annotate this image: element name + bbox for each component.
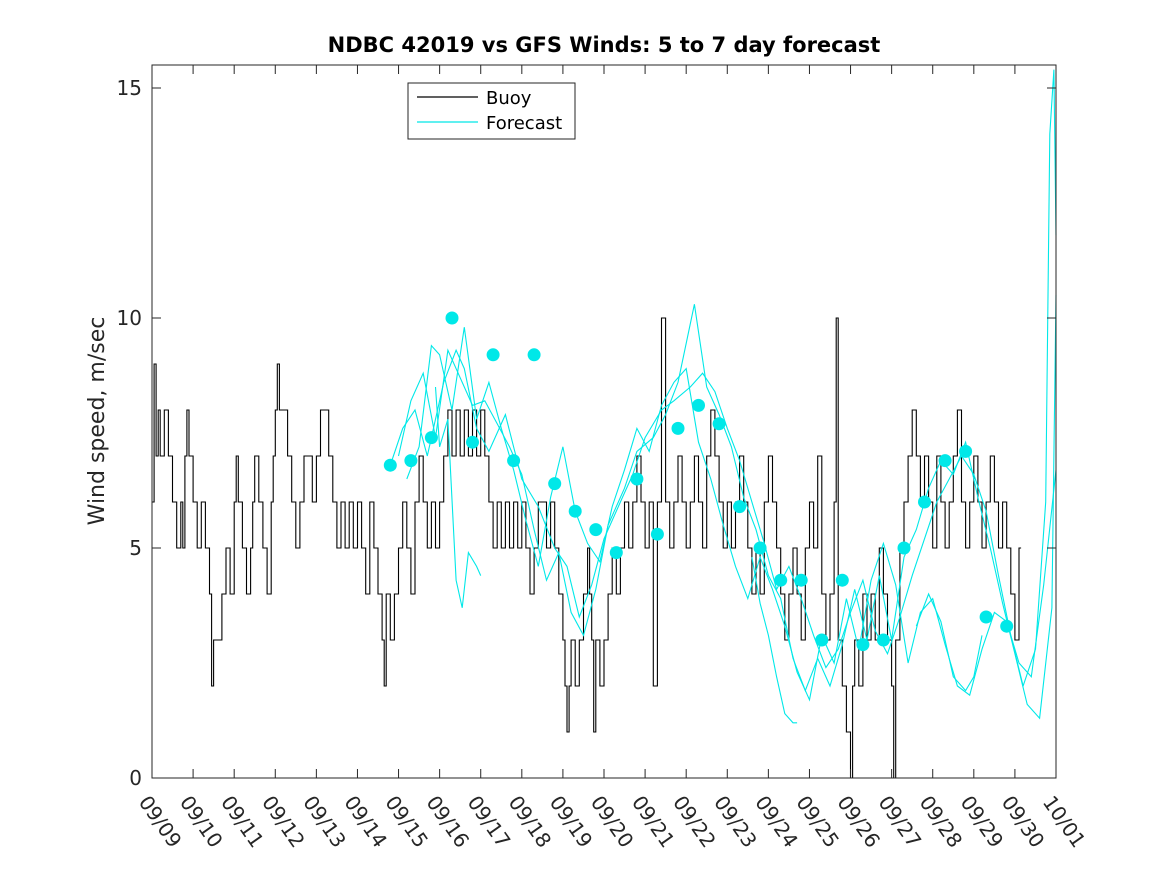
forecast-marker-point: [383, 458, 397, 472]
forecast-marker-point: [733, 500, 747, 514]
forecast-marker-point: [650, 527, 664, 541]
y-tick-label: 10: [117, 306, 142, 330]
forecast-marker-point: [815, 633, 829, 647]
forecast-marker-point: [959, 444, 973, 458]
forecast-marker-point: [876, 633, 890, 647]
y-tick-label: 5: [129, 536, 142, 560]
legend-forecast-label: Forecast: [486, 113, 562, 134]
forecast-series-line-2: [397, 294, 1057, 720]
forecast-marker-point: [404, 454, 418, 468]
legend: Buoy Forecast: [407, 82, 576, 140]
forecast-marker-point: [527, 348, 541, 362]
forecast-marker-point: [424, 431, 438, 445]
buoy-series-line: [152, 317, 1022, 779]
forecast-marker-point: [753, 541, 767, 555]
forecast-marker-point: [897, 541, 911, 555]
forecast-marker-point: [1000, 619, 1014, 633]
forecast-marker-point: [507, 454, 521, 468]
forecast-marker-point: [835, 573, 849, 587]
forecast-marker-point: [774, 573, 788, 587]
y-tick-label: 0: [129, 766, 142, 790]
forecast-marker-point: [589, 523, 603, 537]
forecast-marker-point: [466, 435, 479, 449]
forecast-marker-point: [630, 472, 644, 486]
forecast-marker-point: [671, 421, 685, 435]
forecast-marker-point: [794, 573, 808, 587]
forecast-series-line-4: [434, 386, 482, 608]
forecast-marker-point: [712, 417, 726, 431]
forecast-marker-point: [445, 311, 459, 325]
y-axis-label: Wind speed, m/sec: [85, 317, 110, 526]
forecast-marker-point: [609, 546, 623, 560]
forecast-marker-point: [486, 348, 500, 362]
forecast-series-line-5: [751, 557, 798, 724]
legend-buoy-label: Buoy: [486, 88, 532, 109]
forecast-marker-point: [856, 638, 870, 652]
forecast-marker-point: [548, 477, 562, 491]
y-tick-label: 15: [117, 76, 142, 100]
data-layer: [152, 69, 1057, 779]
forecast-marker-point: [692, 398, 705, 412]
forecast-marker-point: [918, 495, 931, 509]
forecast-marker-point: [979, 610, 993, 624]
chart-title: NDBC 42019 vs GFS Winds: 5 to 7 day fore…: [328, 33, 881, 57]
forecast-series-line-6: [915, 592, 983, 692]
forecast-marker-point: [938, 454, 952, 468]
legend-box: [407, 82, 576, 140]
forecast-marker-point: [568, 504, 582, 518]
forecast-series-line-1: [389, 69, 1057, 688]
